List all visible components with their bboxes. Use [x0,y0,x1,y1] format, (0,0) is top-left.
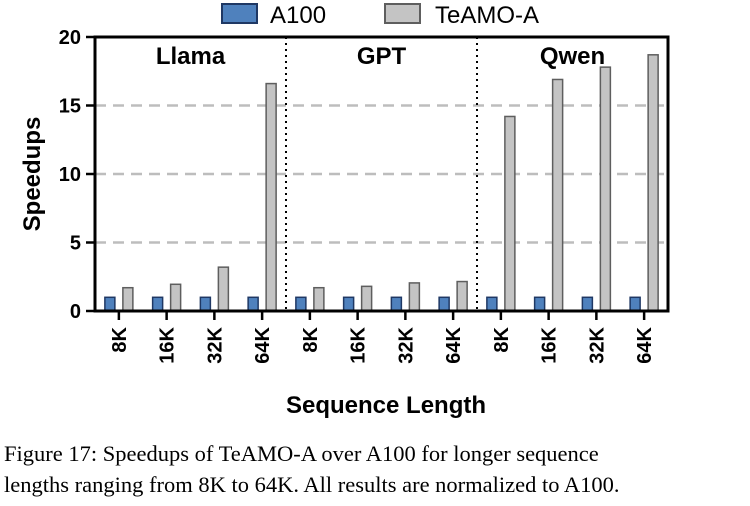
bar-teamo-a [599,66,612,312]
bar-a100 [295,296,307,312]
x-tick-label: 8K [300,326,322,352]
group-label: Llama [156,43,226,70]
legend-label: TeAMO-A [435,2,539,29]
y-tick-label: 20 [59,27,81,49]
x-tick-label: 32K [204,326,226,363]
x-tick-label: 16K [348,326,370,363]
x-tick-label: 64K [634,326,656,363]
bar-a100 [629,296,641,312]
legend-label: A100 [270,2,326,29]
bar-a100 [390,296,403,312]
y-tick-label: 0 [70,301,81,323]
figure-caption: Figure 17: Speedups of TeAMO-A over A100… [4,438,748,500]
legend-swatch [221,3,258,24]
axes: 8K 16K 32K 64K Llama 8K 16K 32K 64K GPT 8K 16K 32K 64… [59,27,670,364]
bar-teamo-a [551,78,564,312]
y-tick-label: 10 [59,164,81,186]
bar-teamo-a [169,283,182,312]
bar-teamo-a [313,286,325,312]
x-tick-label: 8K [109,326,131,352]
y-tick-label: 15 [59,96,81,118]
bar-teamo-a [265,82,277,312]
bar-a100 [247,296,259,312]
bar-a100 [199,296,212,312]
legend-swatch [384,3,421,24]
y-tick-label: 5 [70,233,81,255]
bar-teamo-a [122,286,134,312]
speedup-chart: 8K 16K 32K 64K Llama 8K 16K 32K 64K GPT 8K 16K 32K 64… [19,2,670,419]
bar-a100 [438,296,450,312]
x-tick-label: 16K [157,326,179,363]
x-tick-label: 64K [443,326,465,363]
bar-teamo-a [504,115,516,312]
bar-teamo-a [456,280,468,312]
legend: A100 TeAMO-A [221,2,539,29]
x-tick-label: 32K [586,326,608,363]
x-axis-title: Sequence Length [286,392,486,419]
bar-a100 [581,296,594,312]
group-label: GPT [357,43,407,70]
bars [104,54,659,312]
caption-line-1: Figure 17: Speedups of TeAMO-A over A100… [4,441,599,466]
x-tick-label: 64K [252,326,274,363]
x-tick-label: 16K [539,326,561,363]
bar-teamo-a [647,54,659,312]
bar-teamo-a [408,282,421,312]
gridlines [95,37,668,311]
x-tick-label: 32K [395,326,417,363]
bar-a100 [486,296,498,312]
bar-a100 [342,296,355,312]
y-axis-title: Speedups [19,117,46,232]
group-label: Qwen [540,43,605,70]
bar-a100 [104,296,116,312]
bar-teamo-a [360,285,373,312]
caption-line-2: lengths ranging from 8K to 64K. All resu… [4,472,620,497]
bar-teamo-a [217,266,230,312]
bar-a100 [533,296,546,312]
bar-a100 [151,296,164,312]
x-tick-label: 8K [491,326,513,352]
